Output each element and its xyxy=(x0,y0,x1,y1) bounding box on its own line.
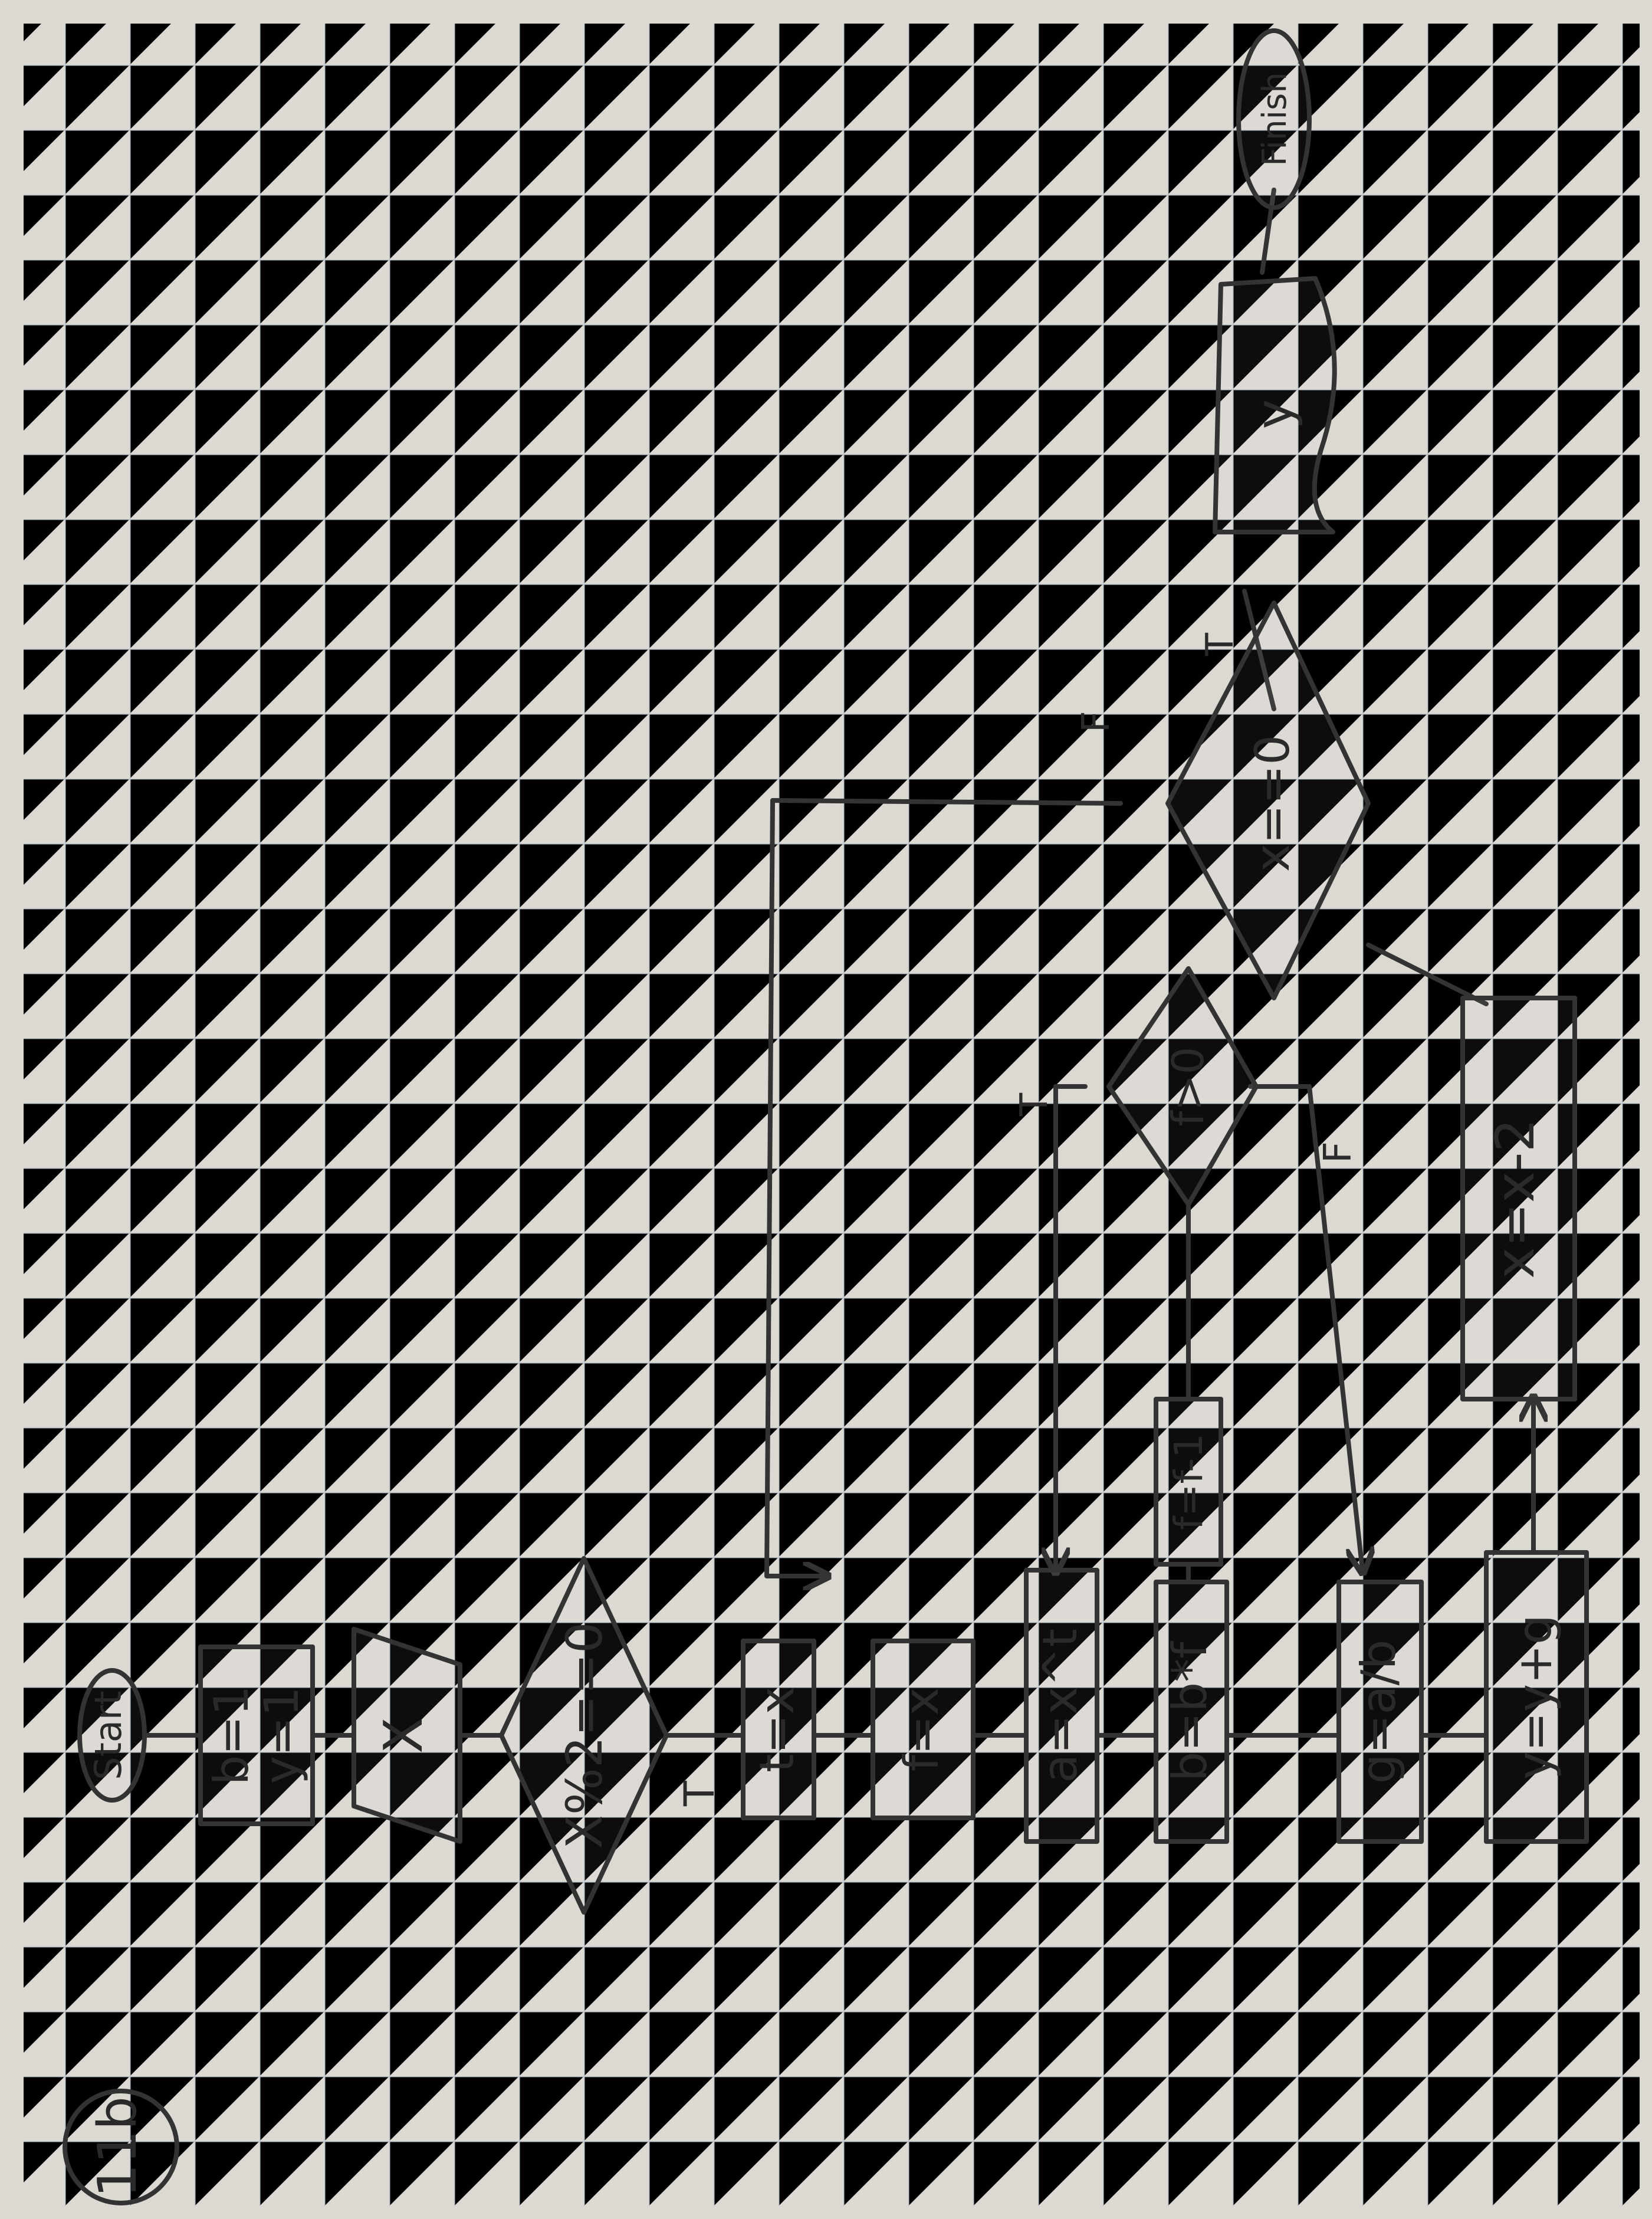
edge-f-true xyxy=(1056,1084,1088,1570)
assign-g-node: g=a/b xyxy=(1336,1580,1424,1844)
output-node: y xyxy=(1213,276,1337,534)
finish-text: Finish xyxy=(1256,72,1294,166)
dec-x-text: x=x-2 xyxy=(1484,1118,1546,1279)
dec-x-node: x=x-2 xyxy=(1460,996,1577,1401)
edge-f-false xyxy=(1248,1084,1362,1570)
connectors xyxy=(142,188,1533,1738)
cond-x-text: x==0 xyxy=(1245,735,1300,872)
even-true-label: T xyxy=(675,1781,724,1807)
assign-g-text: g=a/b xyxy=(1351,1640,1406,1784)
assign-t-node: t=x xyxy=(741,1639,816,1820)
assign-y-node: y=y+g xyxy=(1484,1550,1589,1844)
start-text: Start xyxy=(87,1690,130,1780)
finish-node: Finish xyxy=(1236,28,1312,210)
page-label-text: 11b xyxy=(87,2096,149,2198)
edge-out-finish xyxy=(1260,188,1276,275)
input-text: X xyxy=(373,1717,435,1754)
input-node: X xyxy=(352,1627,462,1844)
edge-dec-condx xyxy=(1366,943,1489,1006)
cond-f-node: f>0 T F xyxy=(1013,966,1360,1207)
assign-f-text: f=x xyxy=(894,1688,949,1772)
cond-even-node: X%2==0 T xyxy=(499,1556,724,1915)
cond-x-node: x==0 F T xyxy=(1075,600,1371,1000)
assign-b-node: b=b*f xyxy=(1154,1580,1229,1844)
f-true-label: T xyxy=(1013,1092,1056,1117)
f-false-label: F xyxy=(1316,1141,1360,1163)
x-false-label: F xyxy=(1075,711,1118,733)
assign-b-text: b=b*f xyxy=(1162,1641,1217,1782)
cond-f-text: f>0 xyxy=(1163,1046,1214,1126)
dec-f-node: f=f-1 xyxy=(1154,1397,1223,1567)
assign-t-text: t=x xyxy=(750,1686,804,1772)
cond-even-text: X%2==0 xyxy=(556,1621,613,1849)
assign-y-text: y=y+g xyxy=(1508,1614,1562,1780)
grid-lines xyxy=(24,24,1640,2206)
dec-f-text: f=f-1 xyxy=(1166,1433,1211,1530)
page-label: 11b xyxy=(63,2089,179,2205)
start-node: Start xyxy=(77,1668,147,1803)
edge-x-true xyxy=(1242,589,1276,711)
x-true-label: T xyxy=(1198,632,1242,656)
init-line-2: y=1 xyxy=(254,1686,309,1784)
assign-a-text: a=x^t xyxy=(1033,1629,1088,1783)
init-node: b=1 y=1 xyxy=(198,1644,315,1826)
edge-x-false xyxy=(764,798,1123,1576)
assign-f-node: f=x xyxy=(871,1639,976,1820)
assign-a-node: a=x^t xyxy=(1024,1568,1099,1844)
init-line-1: b=1 xyxy=(204,1686,259,1785)
output-text: y xyxy=(1245,399,1304,429)
